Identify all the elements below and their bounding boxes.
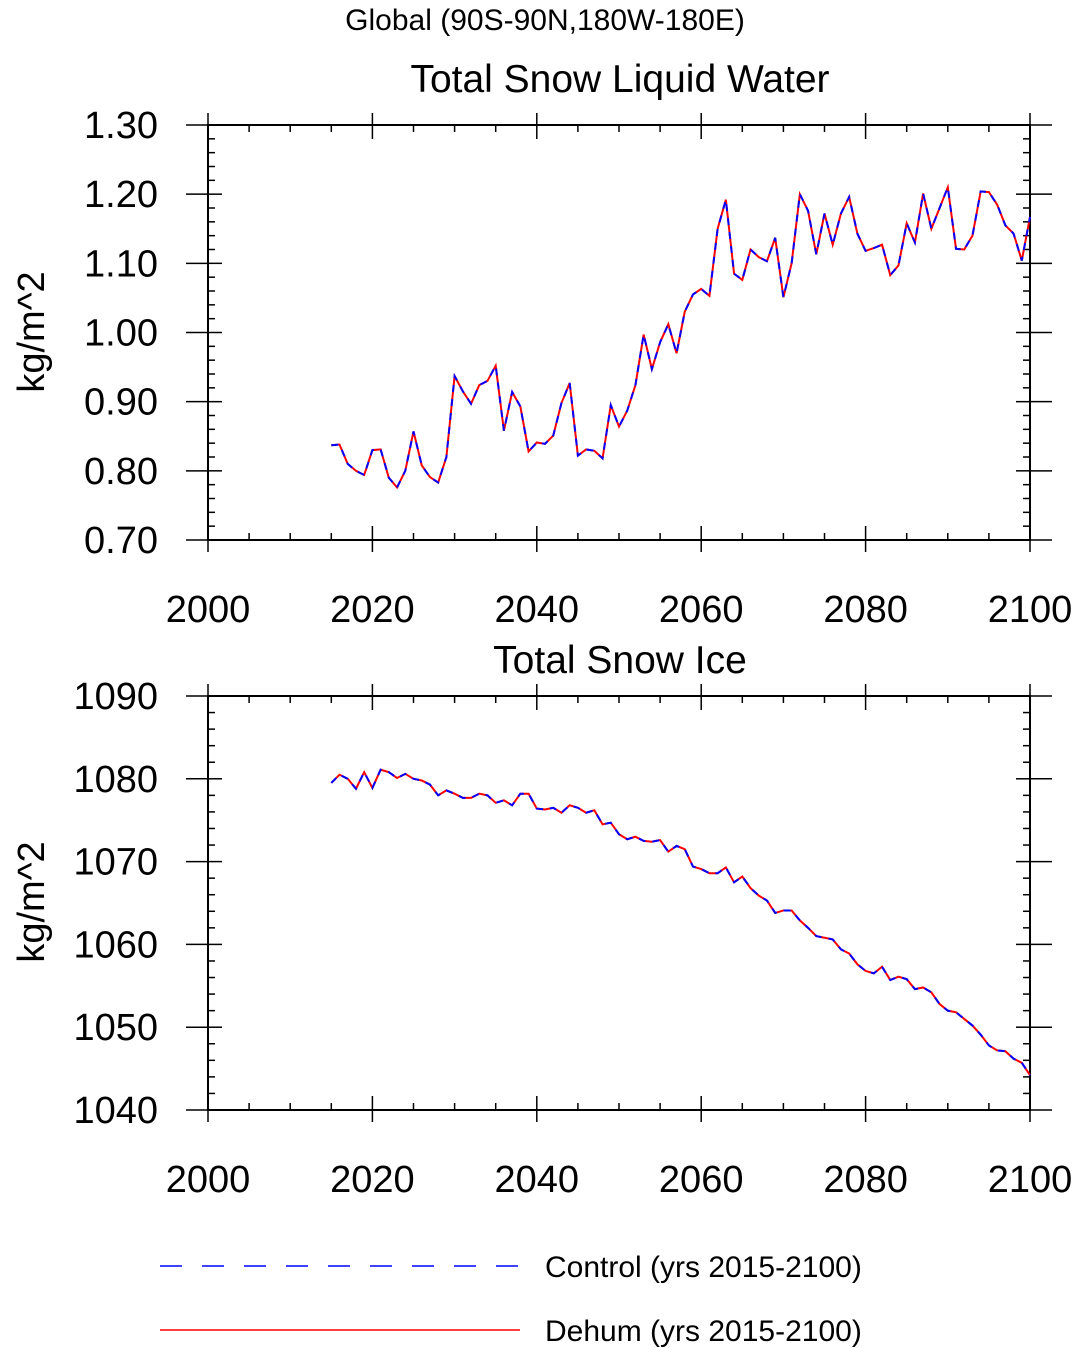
x-tick-label: 2100 (988, 589, 1073, 631)
y-tick-label: 1080 (73, 759, 158, 801)
y-tick-label: 1.30 (84, 105, 158, 147)
y-tick-label: 0.90 (84, 382, 158, 424)
series-line-control (331, 183, 1031, 490)
y-tick-label: 1040 (73, 1090, 158, 1132)
y-tick-label: 1070 (73, 842, 158, 884)
y-tick-label: 0.70 (84, 520, 158, 562)
y-tick-label: 1.20 (84, 174, 158, 216)
x-tick-label: 2040 (495, 589, 580, 631)
x-tick-label: 2020 (330, 1159, 415, 1201)
y-axis-label: kg/m^2 (11, 271, 53, 392)
figure-supertitle: Global (90S-90N,180W-180E) (345, 4, 745, 37)
x-tick-label: 2020 (330, 589, 415, 631)
y-axis-label: kg/m^2 (11, 841, 53, 962)
plot-frame (207, 695, 1031, 1111)
plot-area: 2000 2020 2040 2060 2080 2100 0.70 0.80 0.90 1.00… (84, 105, 1072, 631)
x-tick-label: 2000 (166, 589, 251, 631)
y-tick-label: 1.00 (84, 313, 158, 355)
plot-area: 2000 2020 2040 2060 2080 2100 1040 1050 1060 1070… (73, 676, 1072, 1201)
x-tick-label: 2060 (659, 1159, 744, 1201)
chart-title: Total Snow Liquid Water (410, 58, 829, 101)
y-tick-label: 1090 (73, 676, 158, 718)
y-tick-label: 0.80 (84, 451, 158, 493)
plot-frame (207, 124, 1031, 541)
x-tick-label: 2100 (988, 1159, 1073, 1201)
legend-label-control: Control (yrs 2015-2100) (545, 1251, 862, 1284)
y-tick-label: 1060 (73, 924, 158, 966)
y-tick-label: 1050 (73, 1007, 158, 1049)
series-line-dehum (330, 768, 1031, 1076)
chart-panel-snow-ice: Total Snow Ice kg/m^2 2000 2020 2040 2060 20… (11, 639, 1072, 1201)
x-tick-label: 2060 (659, 589, 744, 631)
legend-label-dehum: Dehum (yrs 2015-2100) (545, 1315, 862, 1348)
y-tick-label: 1.10 (84, 243, 158, 285)
chart-title: Total Snow Ice (493, 639, 747, 682)
x-tick-label: 2000 (166, 1159, 251, 1201)
series-line-control (330, 768, 1031, 1076)
x-tick-label: 2080 (823, 589, 908, 631)
x-tick-label: 2080 (823, 1159, 908, 1201)
legend: Control (yrs 2015-2100) Dehum (yrs 2015-… (160, 1251, 862, 1348)
chart-panel-liquid-water: Total Snow Liquid Water kg/m^2 2000 2020 2… (11, 58, 1072, 631)
x-tick-label: 2040 (495, 1159, 580, 1201)
